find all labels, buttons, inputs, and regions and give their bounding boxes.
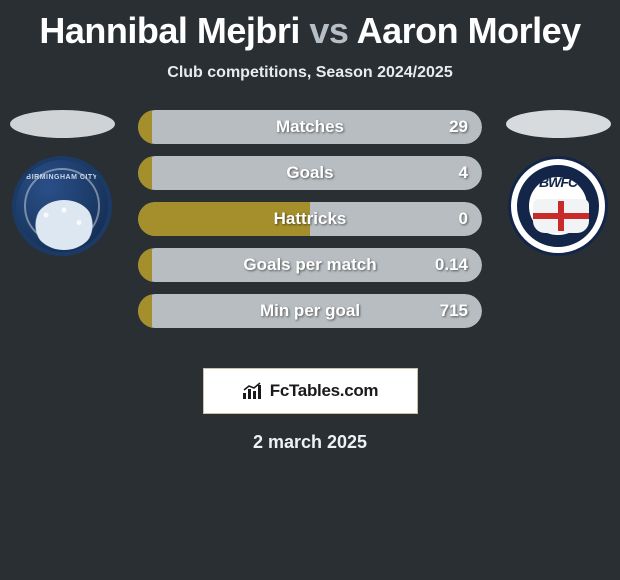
right-team-block: BWFC bbox=[502, 110, 614, 256]
left-badge-text: BIRMINGHAM CITY bbox=[16, 174, 108, 181]
date-text: 2 march 2025 bbox=[0, 432, 620, 453]
page-title: Hannibal Mejbri vs Aaron Morley bbox=[0, 0, 620, 52]
shadow-ellipse-left bbox=[10, 110, 115, 138]
vs-text: vs bbox=[309, 10, 348, 51]
stat-label: Hattricks bbox=[138, 202, 482, 236]
stat-row: Goals4 bbox=[138, 156, 482, 190]
subtitle: Club competitions, Season 2024/2025 bbox=[0, 64, 620, 82]
stat-value-right: 0.14 bbox=[435, 248, 468, 282]
player-left-name: Hannibal Mejbri bbox=[39, 10, 300, 51]
stat-value-right: 4 bbox=[459, 156, 468, 190]
left-team-block: BIRMINGHAM CITY bbox=[6, 110, 118, 256]
stat-rows: Matches29 Goals4 Hattricks0 Goals per match… bbox=[138, 110, 482, 340]
right-badge-initials: BWFC bbox=[511, 174, 605, 190]
player-right-name: Aaron Morley bbox=[357, 10, 581, 51]
stat-value-right: 715 bbox=[440, 294, 468, 328]
stat-label: Goals per match bbox=[138, 248, 482, 282]
stat-label: Min per goal bbox=[138, 294, 482, 328]
left-team-badge: BIRMINGHAM CITY bbox=[12, 156, 112, 256]
brand-text: FcTables.com bbox=[270, 381, 379, 401]
stat-label: Goals bbox=[138, 156, 482, 190]
stat-label: Matches bbox=[138, 110, 482, 144]
stat-value-right: 0 bbox=[459, 202, 468, 236]
stat-row: Hattricks0 bbox=[138, 202, 482, 236]
stat-row: Goals per match0.14 bbox=[138, 248, 482, 282]
brand-box[interactable]: FcTables.com bbox=[203, 368, 418, 414]
stat-row: Min per goal715 bbox=[138, 294, 482, 328]
brand-chart-icon bbox=[242, 382, 264, 400]
stat-row: Matches29 bbox=[138, 110, 482, 144]
stat-value-right: 29 bbox=[449, 110, 468, 144]
shadow-ellipse-right bbox=[506, 110, 611, 138]
right-team-badge: BWFC bbox=[508, 156, 608, 256]
comparison-arena: BIRMINGHAM CITY BWFC Matches29 Goals4 Hatt… bbox=[0, 110, 620, 350]
